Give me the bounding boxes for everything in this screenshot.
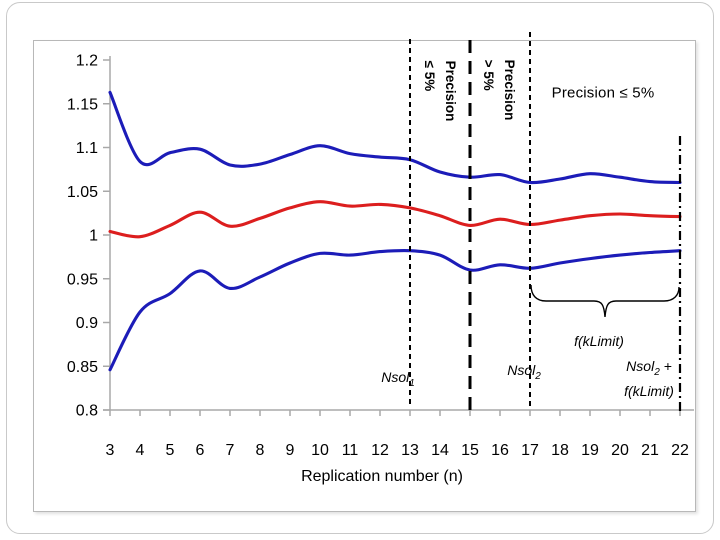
x-tick-label: 22 (671, 442, 689, 459)
x-tick-label: 12 (371, 442, 389, 459)
region-label-precision-gt-5-rotated: Precision > 5% (478, 60, 520, 121)
x-tick-label: 11 (342, 442, 359, 459)
y-tick-label: 0.95 (67, 271, 98, 288)
x-tick-label: 10 (311, 442, 329, 459)
nsol1-label: Nsol1 (381, 369, 415, 389)
x-tick-label: 5 (166, 442, 175, 459)
x-axis-title: Replication number (n) (301, 468, 463, 485)
x-tick-label: 4 (136, 442, 145, 459)
x-tick-label: 6 (196, 442, 205, 459)
x-tick-label: 9 (286, 442, 295, 459)
nsol2-subscript: 2 (535, 370, 541, 382)
x-tick-label: 21 (641, 442, 659, 459)
brace-label-fklimit: f(kLimit) (574, 333, 624, 349)
region-label-2-line1: Precision (502, 59, 517, 121)
region-label-precision-le-5-rotated: Precision ≤ 5% (419, 61, 461, 122)
y-tick-label: 1 (89, 228, 98, 245)
y-tick-label: 0.85 (67, 359, 98, 376)
nsol2-plus-line1: Nsol2 + (626, 358, 672, 378)
x-tick-label: 20 (611, 442, 629, 459)
y-tick-label: 1.15 (67, 96, 98, 113)
curve-lower-limit (108, 248, 682, 372)
x-tick-label: 3 (106, 442, 115, 459)
nsol2-base: Nsol (507, 362, 536, 379)
x-tick-label: 19 (581, 442, 599, 459)
nsol2-plus-line2: f(kLimit) (624, 382, 674, 399)
y-tick-label: 0.8 (76, 403, 98, 420)
region-label-1-line2: ≤ 5% (422, 60, 437, 92)
brace-fklimit (530, 284, 680, 318)
slide-border (6, 2, 714, 534)
region-label-1-line1: Precision (443, 60, 458, 122)
nsol1-base: Nsol (381, 369, 410, 386)
y-tick-label: 0.9 (76, 315, 98, 332)
curve-mean (108, 200, 682, 239)
nsol2-label: Nsol2 (507, 362, 541, 382)
nsol1-subscript: 1 (409, 377, 415, 389)
x-tick-label: 18 (551, 442, 569, 459)
y-tick-label: 1.05 (67, 184, 98, 201)
x-tick-label: 13 (401, 442, 419, 459)
nsol2-plus-fklimit-label: Nsol2 + f(kLimit) (624, 357, 674, 401)
y-tick-label: 1.1 (76, 140, 98, 157)
x-tick-label: 15 (461, 442, 479, 459)
x-tick-label: 16 (491, 442, 509, 459)
x-tick-label: 7 (226, 442, 235, 459)
curve-upper-limit (108, 90, 682, 185)
region-label-2-line2: > 5% (481, 59, 496, 91)
y-tick-label: 1.2 (76, 53, 98, 70)
x-tick-label: 14 (431, 442, 449, 459)
x-tick-label: 8 (256, 442, 265, 459)
chart-container (33, 40, 696, 512)
x-tick-label: 17 (521, 442, 539, 459)
region-label-precision-le-5: Precision ≤ 5% (551, 84, 655, 102)
